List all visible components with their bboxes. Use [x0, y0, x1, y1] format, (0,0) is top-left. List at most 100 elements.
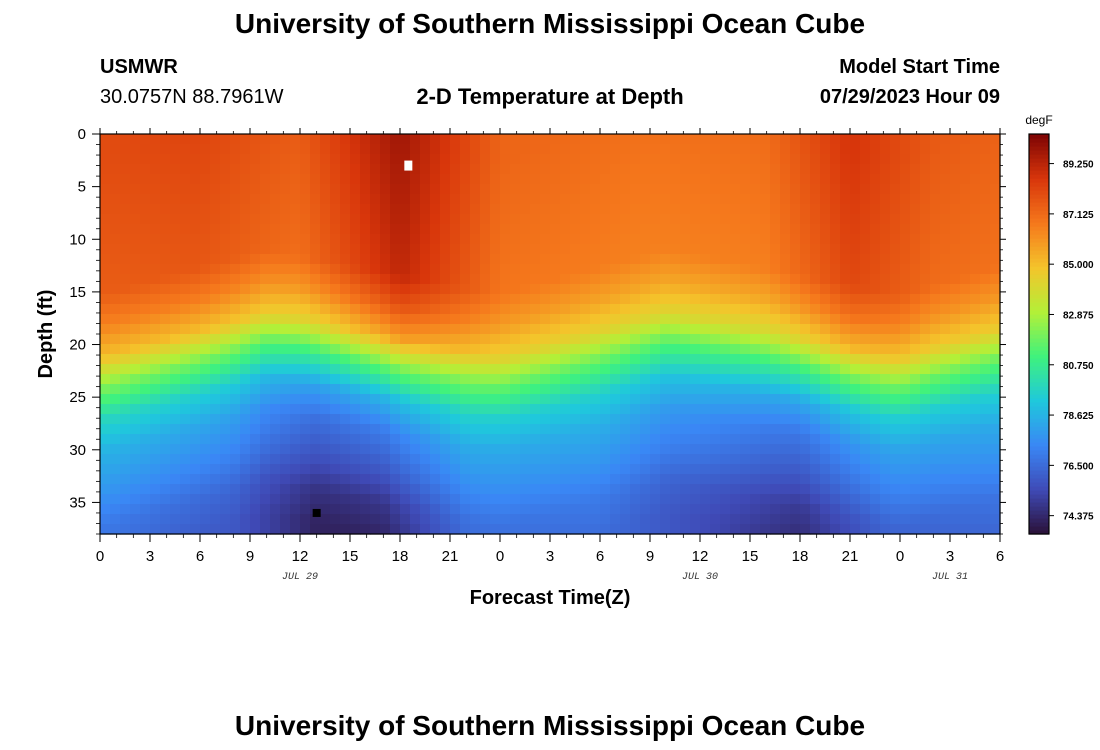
- heatmap-cell: [580, 484, 591, 495]
- heatmap-cell: [300, 414, 311, 425]
- heatmap-cell: [670, 194, 681, 205]
- heatmap-cell: [620, 184, 631, 195]
- heatmap-cell: [890, 164, 901, 175]
- heatmap-cell: [710, 154, 721, 165]
- heatmap-cell: [900, 504, 911, 515]
- heatmap-cell: [270, 264, 281, 275]
- heatmap-cell: [500, 274, 511, 285]
- heatmap-cell: [800, 424, 811, 435]
- heatmap-cell: [790, 324, 801, 335]
- heatmap-cell: [520, 174, 531, 185]
- heatmap-cell: [940, 184, 951, 195]
- heatmap-cell: [950, 454, 961, 465]
- heatmap-cell: [170, 324, 181, 335]
- colorbar-segment: [1029, 162, 1049, 167]
- heatmap-cell: [980, 484, 991, 495]
- heatmap-cell: [500, 204, 511, 215]
- heatmap-cell: [700, 254, 711, 265]
- heatmap-cell: [300, 334, 311, 345]
- heatmap-cell: [320, 204, 331, 215]
- heatmap-cell: [570, 354, 581, 365]
- heatmap-cell: [950, 424, 961, 435]
- heatmap-cell: [950, 264, 961, 275]
- heatmap-cell: [270, 224, 281, 235]
- heatmap-cell: [140, 314, 151, 325]
- heatmap-cell: [960, 144, 971, 155]
- heatmap-cell: [630, 274, 641, 285]
- heatmap-cell: [990, 314, 1001, 325]
- heatmap-cell: [380, 364, 391, 375]
- heatmap-cell: [430, 144, 441, 155]
- heatmap-cell: [160, 344, 171, 355]
- heatmap-cell: [480, 494, 491, 505]
- heatmap-cell: [830, 234, 841, 245]
- heatmap-cell: [830, 164, 841, 175]
- heatmap-cell: [180, 374, 191, 385]
- heatmap-cell: [390, 134, 401, 145]
- heatmap-cell: [650, 214, 661, 225]
- heatmap-cell: [600, 194, 611, 205]
- heatmap-cell: [120, 284, 131, 295]
- heatmap-cell: [210, 274, 221, 285]
- heatmap-cell: [480, 324, 491, 335]
- heatmap-cell: [860, 484, 871, 495]
- heatmap-cell: [190, 244, 201, 255]
- heatmap-cell: [540, 284, 551, 295]
- heatmap-cell: [360, 214, 371, 225]
- heatmap-cell: [200, 174, 211, 185]
- heatmap-cell: [680, 234, 691, 245]
- heatmap-cell: [440, 274, 451, 285]
- heatmap-cell: [650, 494, 661, 505]
- heatmap-cell: [460, 154, 471, 165]
- heatmap-cell: [510, 274, 521, 285]
- heatmap-cell: [390, 384, 401, 395]
- heatmap-cell: [260, 454, 271, 465]
- heatmap-cell: [690, 444, 701, 455]
- heatmap-cell: [910, 344, 921, 355]
- heatmap-cell: [260, 424, 271, 435]
- heatmap-cell: [710, 444, 721, 455]
- heatmap-cell: [810, 164, 821, 175]
- heatmap-cell: [970, 394, 981, 405]
- heatmap-cell: [870, 484, 881, 495]
- heatmap-cell: [170, 384, 181, 395]
- heatmap-cell: [680, 514, 691, 525]
- heatmap-cell: [740, 154, 751, 165]
- heatmap-cell: [380, 224, 391, 235]
- heatmap-cell: [340, 194, 351, 205]
- x-tick-label: 21: [442, 548, 459, 565]
- heatmap-cell: [790, 134, 801, 145]
- heatmap-cell: [310, 384, 321, 395]
- heatmap-cell: [200, 354, 211, 365]
- heatmap-cell: [630, 434, 641, 445]
- heatmap-cell: [440, 294, 451, 305]
- heatmap-cell: [570, 434, 581, 445]
- heatmap-cell: [790, 424, 801, 435]
- heatmap-cell: [860, 454, 871, 465]
- heatmap-cell: [610, 244, 621, 255]
- heatmap-cell: [180, 154, 191, 165]
- heatmap-cell: [600, 424, 611, 435]
- heatmap-cell: [400, 354, 411, 365]
- heatmap-cell: [160, 484, 171, 495]
- heatmap-cell: [690, 284, 701, 295]
- colorbar-segment: [1029, 386, 1049, 391]
- heatmap-cell: [150, 264, 161, 275]
- heatmap-cell: [930, 404, 941, 415]
- heatmap-cell: [710, 524, 721, 535]
- heatmap-cell: [560, 454, 571, 465]
- heatmap-cell: [720, 434, 731, 445]
- heatmap-cell: [910, 224, 921, 235]
- heatmap-cell: [470, 224, 481, 235]
- heatmap-cell: [260, 524, 271, 535]
- heatmap-cell: [200, 144, 211, 155]
- heatmap-cell: [210, 224, 221, 235]
- heatmap-cell: [680, 144, 691, 155]
- heatmap-cell: [340, 274, 351, 285]
- heatmap-cell: [630, 254, 641, 265]
- heatmap-cell: [710, 254, 721, 265]
- heatmap-cell: [230, 274, 241, 285]
- heatmap-cell: [380, 234, 391, 245]
- heatmap-cell: [300, 444, 311, 455]
- heatmap-cell: [830, 444, 841, 455]
